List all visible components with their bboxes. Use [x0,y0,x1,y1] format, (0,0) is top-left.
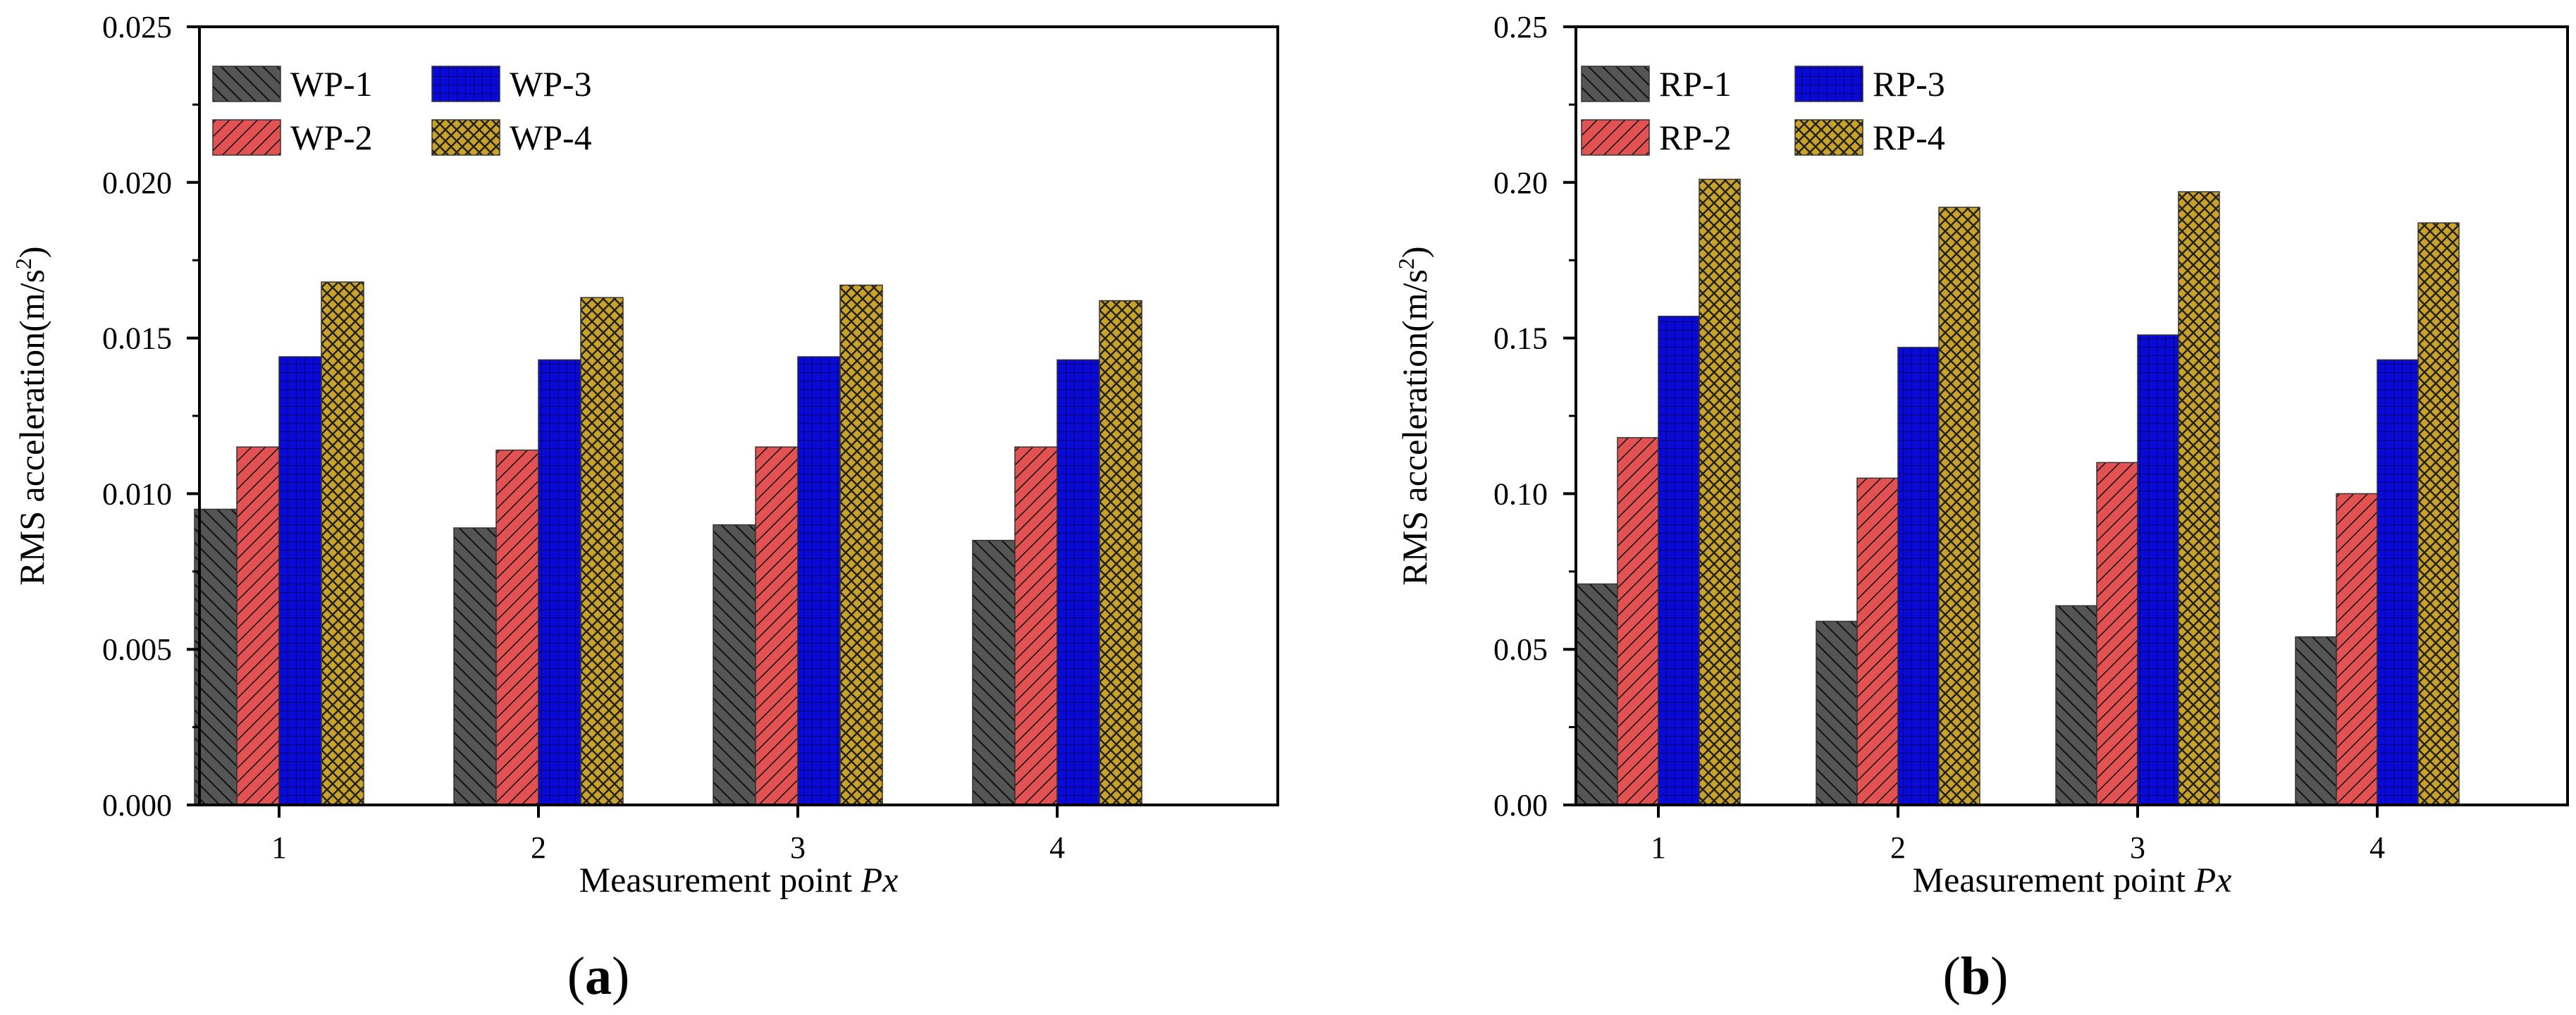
y-tick-label: 0.010 [102,476,172,511]
x-tick-label: 1 [1651,830,1666,865]
legend-label-rp-4: RP-4 [1873,118,1945,157]
x-tick-label: 1 [271,830,287,865]
bar-rp-1-p4 [2295,636,2337,806]
y-axis-label: RMS acceleration(m/s2) [11,246,51,585]
y-tick-label: 0.020 [102,166,172,200]
bar-rp-4-p2 [1938,207,1980,806]
bar-group [1576,178,2460,806]
bar-rp-4-p4 [2417,222,2460,806]
x-tick-label: 4 [1049,830,1065,865]
x-axis: 1 2 3 4 [1651,805,2385,865]
legend-label-wp-1: WP-1 [290,64,373,104]
legend-swatch-wp-3 [431,66,500,102]
y-axis: 0.00 0.05 0.10 0.15 0.20 0.25 [1493,10,1576,823]
y-tick-label: 0.005 [102,632,172,667]
legend-label-rp-1: RP-1 [1659,64,1732,104]
x-tick-label: 2 [531,830,546,865]
x-tick-label: 3 [790,830,806,865]
legend-swatch-wp-1 [212,66,281,102]
y-tick-label: 0.025 [102,10,172,44]
legend-swatch-wp-4 [431,119,500,156]
legend: WP-1 WP-2 WP-3 WP-4 [212,64,592,157]
y-axis-label: RMS acceleration(m/s2) [1393,246,1434,585]
bar-rp-2-p1 [1617,437,1659,806]
legend-label-rp-2: RP-2 [1659,118,1732,157]
bar-rp-2-p3 [2096,462,2138,806]
panel-label: (a) [567,947,630,1006]
bar-wp-4-p3 [839,284,883,806]
x-axis-label: Measurement point Px [1913,860,2232,899]
bar-wp-3-p1 [278,356,322,806]
bar-wp-2-p2 [495,449,539,806]
bar-wp-3-p2 [538,359,581,806]
bar-wp-1-p1 [194,508,238,806]
bar-rp-4-p1 [1699,178,1741,806]
x-axis-label: Measurement point Px [579,860,899,899]
bar-group [194,281,1142,806]
bar-wp-1-p4 [972,539,1016,806]
legend-label-wp-3: WP-3 [510,64,592,104]
bar-wp-2-p3 [755,446,799,806]
x-tick-label: 2 [1890,830,1906,865]
bar-wp-4-p4 [1099,300,1142,806]
legend-swatch-rp-1 [1581,66,1650,102]
bar-rp-1-p1 [1576,583,1618,806]
x-tick-label: 4 [2369,830,2385,865]
bar-wp-3-p3 [797,356,841,806]
bar-rp-3-p3 [2137,334,2179,806]
y-tick-label: 0.25 [1493,10,1548,44]
bar-wp-4-p2 [580,297,624,806]
legend-swatch-rp-2 [1581,119,1650,156]
bar-rp-1-p2 [1816,620,1858,806]
legend-swatch-wp-2 [212,119,281,156]
y-tick-label: 0.000 [102,788,172,823]
x-axis: 1 2 3 4 [271,805,1065,865]
legend-label-wp-2: WP-2 [290,118,373,157]
legend-swatch-rp-4 [1794,119,1863,156]
chart-panel-a: 0.000 0.005 0.010 0.015 0.020 0.025 1 2 3 4 WP-1… [11,10,1279,1006]
y-tick-label: 0.15 [1493,321,1548,356]
bar-rp-4-p3 [2178,191,2220,806]
x-tick-label: 3 [2130,830,2145,865]
bar-rp-3-p4 [2377,359,2419,806]
legend-label-wp-4: WP-4 [510,118,592,157]
legend-label-rp-3: RP-3 [1873,64,1945,104]
bar-rp-3-p1 [1658,315,1700,806]
bar-wp-3-p4 [1056,359,1100,806]
panel-label: (b) [1943,947,2009,1006]
y-tick-label: 0.20 [1493,166,1548,200]
bar-wp-1-p3 [713,524,756,806]
y-axis: 0.000 0.005 0.010 0.015 0.020 0.025 [102,10,199,823]
y-tick-label: 0.00 [1493,788,1548,823]
bar-wp-2-p4 [1014,446,1058,806]
y-tick-label: 0.05 [1493,632,1548,667]
y-tick-label: 0.10 [1493,476,1548,511]
legend: RP-1 RP-2 RP-3 RP-4 [1581,64,1945,157]
bar-rp-2-p2 [1856,477,1899,806]
bar-rp-2-p4 [2336,493,2378,806]
bar-rp-1-p3 [2055,605,2097,806]
bar-wp-1-p2 [453,527,497,806]
legend-swatch-rp-3 [1794,66,1863,102]
y-tick-label: 0.015 [102,321,172,356]
bar-rp-3-p2 [1897,347,1940,806]
bar-wp-4-p1 [321,281,364,806]
bar-wp-2-p1 [236,446,280,806]
